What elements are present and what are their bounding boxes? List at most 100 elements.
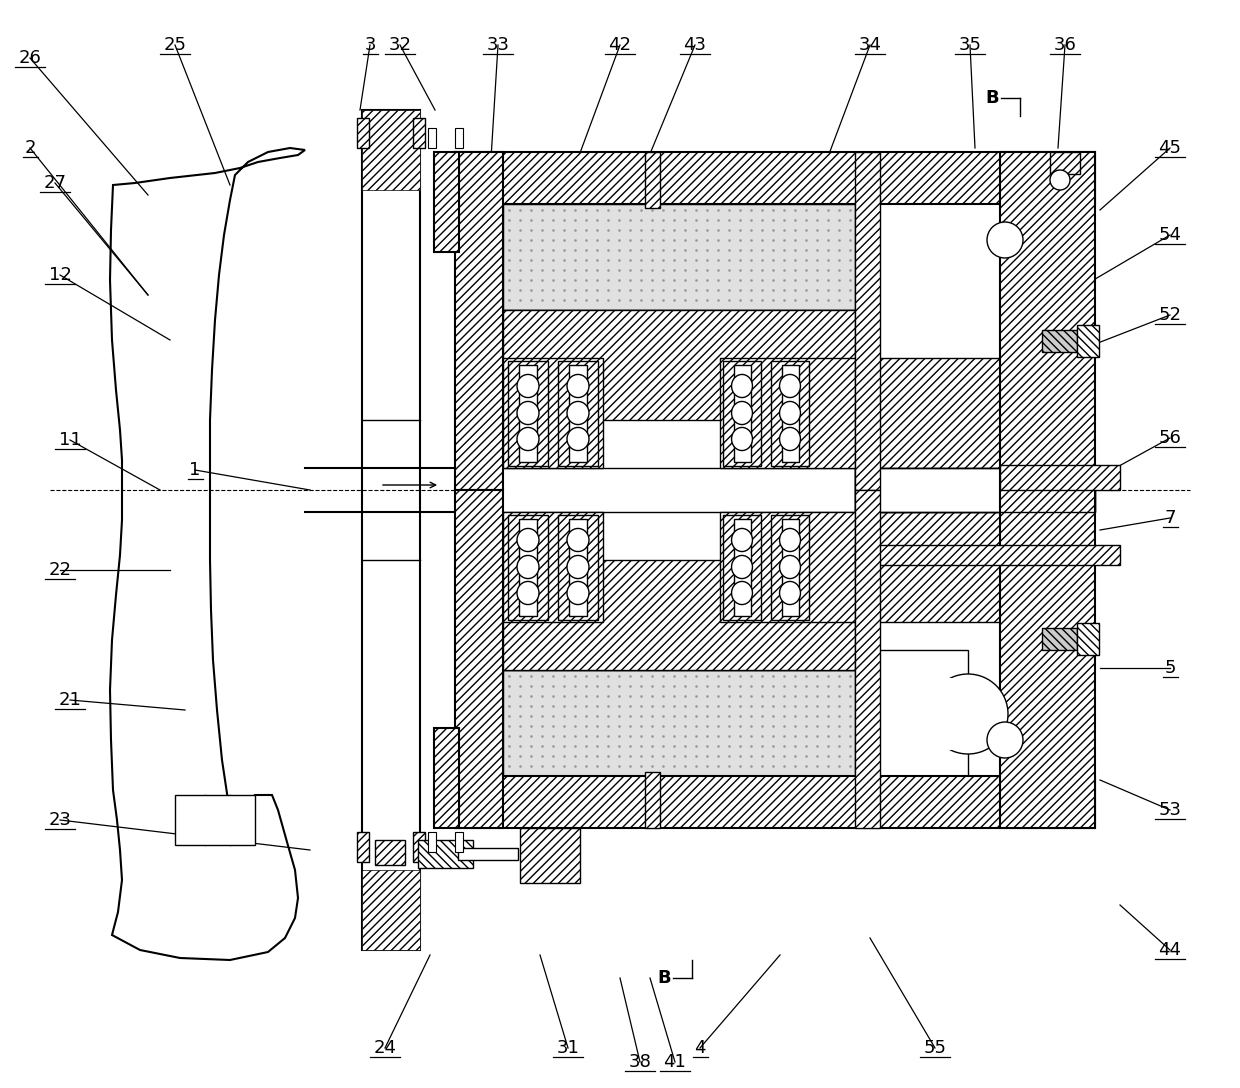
Text: 56: 56 [1158, 429, 1182, 447]
Text: 25: 25 [164, 36, 186, 54]
Text: 11: 11 [58, 431, 82, 449]
Text: 12: 12 [48, 265, 72, 284]
Bar [645, 772, 660, 828]
Bar [508, 361, 548, 466]
Ellipse shape [517, 529, 539, 552]
Text: 33: 33 [486, 36, 510, 54]
Bar [455, 468, 856, 512]
Bar [856, 468, 1095, 512]
Text: 36: 36 [1054, 36, 1076, 54]
Bar [720, 512, 856, 622]
Bar [558, 361, 598, 466]
Bar [999, 152, 1095, 828]
Ellipse shape [780, 581, 801, 605]
Bar [455, 152, 503, 490]
Bar [508, 515, 548, 620]
Bar [1042, 330, 1078, 353]
Ellipse shape [517, 556, 539, 579]
Text: 53: 53 [1158, 801, 1182, 819]
Bar [520, 364, 537, 462]
Ellipse shape [517, 581, 539, 605]
Text: 7: 7 [1164, 509, 1176, 527]
Bar [1078, 325, 1099, 357]
Bar [999, 465, 1120, 490]
Bar [455, 128, 463, 148]
Ellipse shape [567, 428, 589, 450]
Bar [413, 832, 425, 862]
Bar [503, 310, 856, 360]
Text: 31: 31 [557, 1039, 579, 1058]
Ellipse shape [517, 428, 539, 450]
Bar [1050, 152, 1080, 174]
Bar [434, 152, 459, 252]
Text: 1: 1 [190, 461, 201, 479]
Bar [771, 515, 808, 620]
Bar [856, 545, 1120, 565]
Circle shape [1050, 170, 1070, 190]
Bar [455, 152, 1095, 205]
Bar [856, 512, 999, 622]
Ellipse shape [780, 529, 801, 552]
Ellipse shape [780, 556, 801, 579]
Bar [720, 358, 856, 468]
Text: 5: 5 [1164, 659, 1176, 677]
Ellipse shape [567, 529, 589, 552]
Text: 3: 3 [365, 36, 376, 54]
Text: 44: 44 [1158, 941, 1182, 959]
Text: 35: 35 [959, 36, 982, 54]
Ellipse shape [567, 374, 589, 397]
Bar [856, 490, 880, 828]
Text: 34: 34 [858, 36, 882, 54]
Bar [569, 519, 587, 616]
Bar [428, 832, 436, 852]
Bar [455, 832, 463, 852]
Text: B: B [985, 89, 998, 107]
Bar [362, 870, 420, 950]
Text: 27: 27 [43, 174, 67, 191]
Bar [503, 560, 856, 670]
Bar [856, 358, 999, 468]
Ellipse shape [517, 401, 539, 424]
Text: 23: 23 [48, 811, 72, 829]
Text: 43: 43 [683, 36, 707, 54]
Ellipse shape [517, 374, 539, 397]
Bar [782, 364, 799, 462]
Bar [734, 519, 751, 616]
Bar [520, 519, 537, 616]
Ellipse shape [732, 556, 753, 579]
Bar [362, 110, 420, 190]
Bar [856, 152, 880, 490]
Text: 41: 41 [663, 1053, 687, 1071]
Bar [362, 110, 420, 950]
Bar [520, 828, 580, 883]
Bar [734, 364, 751, 462]
Bar [413, 118, 425, 148]
Bar [503, 512, 603, 622]
Text: 21: 21 [58, 691, 82, 709]
Bar [374, 840, 405, 865]
Bar [858, 650, 968, 778]
Bar [357, 118, 370, 148]
Bar [503, 620, 856, 670]
Bar [455, 490, 503, 828]
Text: 32: 32 [388, 36, 412, 54]
Bar [357, 832, 370, 862]
Bar [503, 358, 603, 468]
Bar [723, 515, 761, 620]
Bar [1078, 623, 1099, 655]
Bar [771, 361, 808, 466]
Text: 45: 45 [1158, 139, 1182, 157]
Ellipse shape [780, 374, 801, 397]
Ellipse shape [732, 374, 753, 397]
Ellipse shape [780, 428, 801, 450]
Ellipse shape [567, 401, 589, 424]
Bar [645, 152, 660, 208]
Ellipse shape [780, 401, 801, 424]
Text: 42: 42 [609, 36, 631, 54]
Text: 2: 2 [25, 139, 36, 157]
Bar [455, 776, 1095, 828]
Bar [856, 468, 1095, 512]
Ellipse shape [732, 401, 753, 424]
Bar [569, 364, 587, 462]
Text: B: B [657, 969, 671, 987]
